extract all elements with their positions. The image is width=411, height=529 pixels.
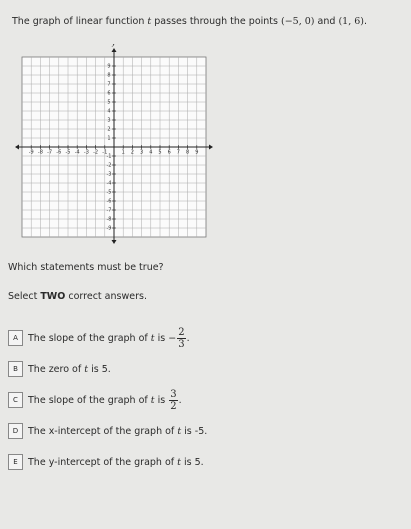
x-tick-label: 9 xyxy=(195,150,198,156)
prompt: Which statements must be true? xyxy=(8,262,164,273)
x-tick-label: -9 xyxy=(29,150,34,156)
option-text[interactable]: The zero of t is 5. xyxy=(28,361,111,377)
y-tick-label: -1 xyxy=(107,154,112,160)
option-letter[interactable]: C xyxy=(8,392,23,408)
x-tick-label: -6 xyxy=(56,150,61,156)
x-tick-label: -8 xyxy=(38,150,43,156)
emphasis: TWO xyxy=(40,291,66,302)
denominator: 3 xyxy=(178,338,185,350)
y-tick-label: 6 xyxy=(107,91,110,97)
point: (−5, 0) xyxy=(281,16,315,27)
text: The slope of the graph of xyxy=(28,394,151,406)
text: . xyxy=(178,394,182,406)
option-letter[interactable]: E xyxy=(8,454,23,470)
variable: t xyxy=(150,332,155,344)
text: The zero of xyxy=(28,363,85,375)
x-tick-label: -1 xyxy=(102,150,107,156)
x-tick-label: 5 xyxy=(158,150,161,156)
x-tick-label: -7 xyxy=(47,150,52,156)
x-tick-label: 7 xyxy=(177,150,180,156)
variable: t xyxy=(177,425,182,437)
variable: t xyxy=(84,363,89,375)
y-tick-label: 1 xyxy=(107,136,110,142)
numerator: 2 xyxy=(177,326,186,339)
coordinate-graph: xy-9-8-7-6-5-4-3-2-1123456789-9-8-7-6-5-… xyxy=(15,44,213,244)
x-tick-label: -5 xyxy=(66,150,71,156)
numerator: 3 xyxy=(169,388,178,401)
text: The graph of linear function xyxy=(12,16,148,27)
x-tick-label: 6 xyxy=(168,150,171,156)
text: Select xyxy=(8,291,41,302)
y-tick-label: 5 xyxy=(107,100,110,106)
option-text[interactable]: The y-intercept of the graph of t is 5. xyxy=(28,454,204,470)
text: The slope of the graph of xyxy=(28,332,151,344)
y-axis-label: y xyxy=(111,44,117,47)
x-tick-label: -3 xyxy=(84,150,89,156)
y-tick-label: 4 xyxy=(107,109,110,115)
option-letter[interactable]: D xyxy=(8,423,23,439)
y-tick-label: -3 xyxy=(107,172,112,178)
y-tick-label: 3 xyxy=(107,118,110,124)
text: is xyxy=(154,332,169,344)
text: is xyxy=(154,394,169,406)
text: is 5. xyxy=(180,456,204,468)
y-tick-label: -4 xyxy=(107,181,112,187)
option-text[interactable]: The x-intercept of the graph of t is -5. xyxy=(28,423,207,439)
text: is -5. xyxy=(181,425,208,437)
x-tick-label: 1 xyxy=(122,150,125,156)
x-tick-label: -4 xyxy=(75,150,80,156)
x-tick-label: 8 xyxy=(186,150,189,156)
text: is 5. xyxy=(88,363,111,375)
denominator: 2 xyxy=(170,400,177,412)
x-tick-label: 3 xyxy=(140,150,143,156)
y-tick-label: -2 xyxy=(107,163,112,169)
text: and xyxy=(314,16,339,27)
text: − xyxy=(168,332,177,344)
text: correct answers. xyxy=(65,291,147,302)
instruction: Select TWO correct answers. xyxy=(8,291,147,302)
text: The x-intercept of the graph of xyxy=(28,425,178,437)
y-tick-label: -9 xyxy=(107,226,112,232)
variable: t xyxy=(147,16,152,27)
variable: t xyxy=(177,456,181,468)
x-tick-label: 4 xyxy=(149,150,152,156)
option-letter[interactable]: B xyxy=(8,361,23,377)
question: The graph of linear function t passes th… xyxy=(12,16,367,27)
y-tick-label: 2 xyxy=(107,127,110,133)
y-tick-label: -8 xyxy=(107,217,112,223)
x-tick-label: 2 xyxy=(131,150,134,156)
y-tick-label: -5 xyxy=(107,190,112,196)
text: The y-intercept of the graph of xyxy=(28,456,178,468)
variable: t xyxy=(150,394,155,406)
option-letter[interactable]: A xyxy=(8,330,23,346)
y-tick-label: 9 xyxy=(107,64,110,70)
y-tick-label: 8 xyxy=(107,73,110,79)
text: passes through the points xyxy=(151,16,281,27)
y-tick-label: -6 xyxy=(107,199,112,205)
y-tick-label: -7 xyxy=(107,208,112,214)
text: . xyxy=(186,332,190,344)
x-tick-label: -2 xyxy=(93,150,98,156)
y-tick-label: 7 xyxy=(107,82,110,88)
point: (1, 6) xyxy=(338,16,364,27)
text: . xyxy=(363,16,368,27)
option-text[interactable]: The slope of the graph of t is −2 3. xyxy=(28,324,190,352)
